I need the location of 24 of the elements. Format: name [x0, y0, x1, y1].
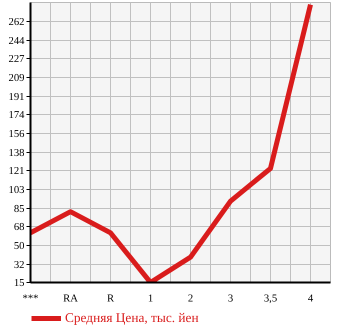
y-tick-label: 227 [8, 54, 26, 65]
x-tick-label: 3 [228, 294, 234, 304]
y-tick-label: 50 [14, 241, 24, 252]
x-tick-label: RA [63, 294, 78, 304]
y-tick-label: 32 [14, 260, 24, 272]
x-tick-label: 4 [308, 294, 314, 304]
y-tick-label: 103 [8, 185, 24, 196]
x-tick-label: 2 [188, 294, 194, 304]
y-tick-label: 68 [14, 222, 24, 233]
y-tick-label: 174 [8, 110, 26, 121]
x-tick-label: *** [22, 294, 38, 304]
y-tick-label: 15 [14, 278, 24, 289]
y-tick-label: 138 [8, 148, 24, 160]
y-tick-label: 244 [8, 36, 26, 48]
y-tick-label: 209 [8, 73, 24, 84]
y-tick-label: 156 [8, 129, 26, 140]
x-tick-label: R [106, 294, 115, 304]
y-tick-label: 121 [8, 166, 24, 177]
legend-label: Средняя Цена, тыс. йен [65, 310, 199, 326]
y-tick-label: 262 [8, 17, 24, 28]
y-tick-label: 191 [8, 92, 24, 104]
y-tick-label: 85 [14, 204, 24, 216]
x-tick-label: 3,5 [264, 294, 278, 304]
x-tick-label: 1 [148, 294, 154, 304]
